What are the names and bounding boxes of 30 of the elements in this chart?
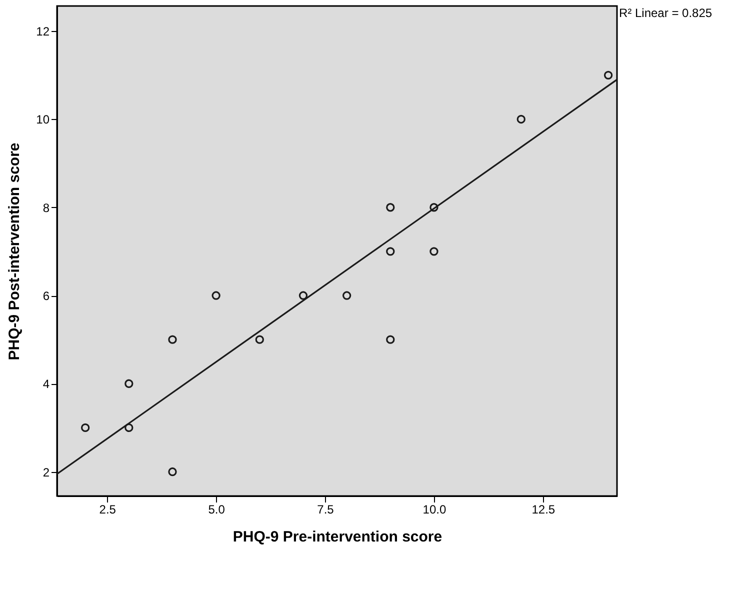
point [212,291,220,300]
point [168,467,177,476]
point [430,247,438,256]
y-tick-label: 10 [36,112,50,127]
x-tick-label: 10.0 [422,502,446,516]
x-tick-label: 5.0 [208,502,226,516]
point [168,335,177,344]
point [342,291,352,300]
point [386,203,395,212]
y-tick-label: 2 [42,465,50,480]
point [255,335,264,344]
y-tick-label: 6 [42,289,50,304]
x-tick-label: 2.5 [99,502,116,516]
point [516,114,526,124]
point [124,379,134,388]
y-tick-label: 12 [36,24,50,39]
y-tick-label: 8 [42,200,50,215]
point [386,247,395,256]
text: R² Linear = 0.825 [619,6,712,20]
point [430,203,438,212]
x-axis-title: PHQ-9 Pre-intervention score [232,528,442,546]
point [386,335,395,344]
x-tick-label: 12.5 [532,502,556,516]
y-tick-label: 4 [42,377,50,392]
y-axis-title: PHQ-9 Post-intervention score [6,142,24,360]
point [604,70,613,80]
point [124,423,134,432]
x-tick-label: 7.5 [317,502,334,516]
point [80,423,90,432]
point [298,291,308,300]
